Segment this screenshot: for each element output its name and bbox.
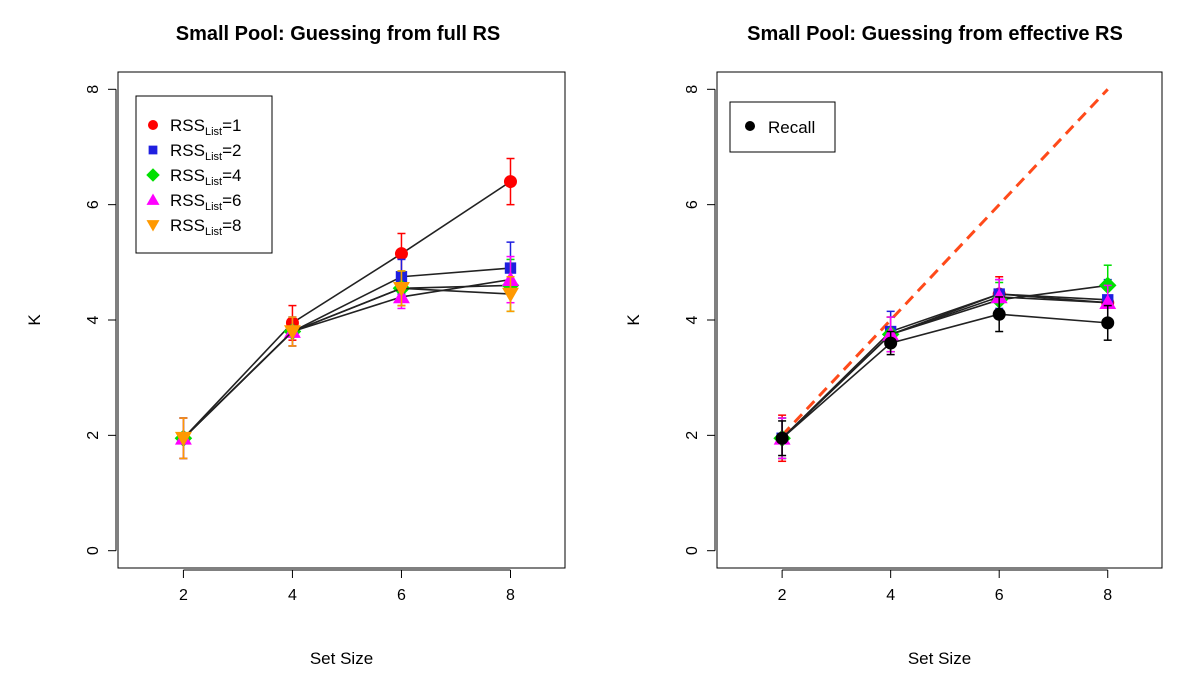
plot-frame (117, 71, 566, 569)
series-line (781, 296, 1108, 439)
series-2 (174, 258, 520, 460)
y-tick-label: 8 (684, 85, 701, 94)
series-line (781, 293, 1108, 439)
y-tick-label: 8 (85, 85, 102, 94)
data-point (174, 431, 192, 447)
legend-box (729, 101, 836, 153)
legend-label: RSSList=8 (170, 216, 241, 238)
y-tick-label: 0 (684, 546, 701, 555)
y-tick-label: 6 (684, 200, 701, 209)
legend-marker (745, 121, 755, 131)
x-tick-label: 6 (397, 587, 406, 604)
x-tick-label: 6 (995, 587, 1004, 604)
chart-title: Small Pool: Guessing from full RS (176, 23, 500, 45)
y-tick-label: 4 (85, 315, 102, 324)
chart-title: Small Pool: Guessing from effective RS (747, 23, 1123, 45)
x-tick-label: 2 (179, 587, 188, 604)
series-4 (174, 270, 519, 460)
data-point (992, 307, 1006, 321)
reference-line (781, 88, 1109, 437)
y-tick-label: 2 (684, 431, 701, 440)
series-line (781, 313, 1108, 439)
x-tick-label: 8 (506, 587, 515, 604)
series-1 (776, 278, 1114, 460)
legend-label: RSSList=6 (170, 191, 241, 213)
left-panel: Small Pool: Guessing from full RS 2 4 6 8 0 2 4… (25, 23, 566, 668)
data-point (503, 175, 517, 189)
series-line (182, 284, 511, 439)
series-line (781, 284, 1108, 439)
data-point (393, 281, 410, 297)
data-point (394, 247, 408, 261)
legend-label: RSSList=1 (170, 116, 241, 138)
series-line (182, 287, 511, 439)
series-2 (773, 264, 1117, 460)
data-point (1101, 316, 1115, 330)
series-line (182, 180, 511, 439)
y-tick-label: 4 (684, 315, 701, 324)
legend: RSSList=1 RSSList=2 RSSList=4 RSSList=6 RSSL… (135, 95, 273, 254)
legend: Recall (729, 101, 836, 153)
legend-label: Recall (768, 118, 815, 137)
x-tick-label: 4 (288, 587, 297, 604)
data-point (283, 325, 301, 340)
data-point (990, 288, 1008, 304)
series-line (182, 267, 511, 439)
legend-marker (146, 193, 160, 205)
data-point (502, 287, 519, 303)
right-panel: Small Pool: Guessing from effective RS 2 4… (624, 23, 1163, 668)
legend-marker (148, 120, 158, 130)
x-axis-label: Set Size (908, 649, 971, 668)
data-point (1099, 294, 1117, 310)
legend-marker (148, 145, 158, 155)
y-tick-label: 6 (85, 200, 102, 209)
legend-marker (146, 168, 160, 182)
y-axis-label: K (25, 314, 44, 326)
series-3 (174, 255, 519, 460)
data-point (775, 431, 789, 445)
series-1 (177, 241, 517, 460)
plot-frame (716, 71, 1163, 569)
x-axis-label: Set Size (310, 649, 373, 668)
legend-marker (146, 220, 160, 232)
y-tick-label: 0 (85, 546, 102, 555)
x-tick-label: 8 (1103, 587, 1112, 604)
y-axis-label: K (624, 314, 643, 326)
data-point (884, 336, 898, 350)
legend-label: RSSList=2 (170, 141, 241, 163)
series-4 (775, 296, 1115, 457)
y-tick-label: 2 (85, 431, 102, 440)
x-tick-label: 4 (886, 587, 895, 604)
series-3 (773, 278, 1117, 460)
x-tick-label: 2 (778, 587, 787, 604)
series-0 (775, 275, 1115, 463)
legend-label: RSSList=4 (170, 166, 241, 188)
